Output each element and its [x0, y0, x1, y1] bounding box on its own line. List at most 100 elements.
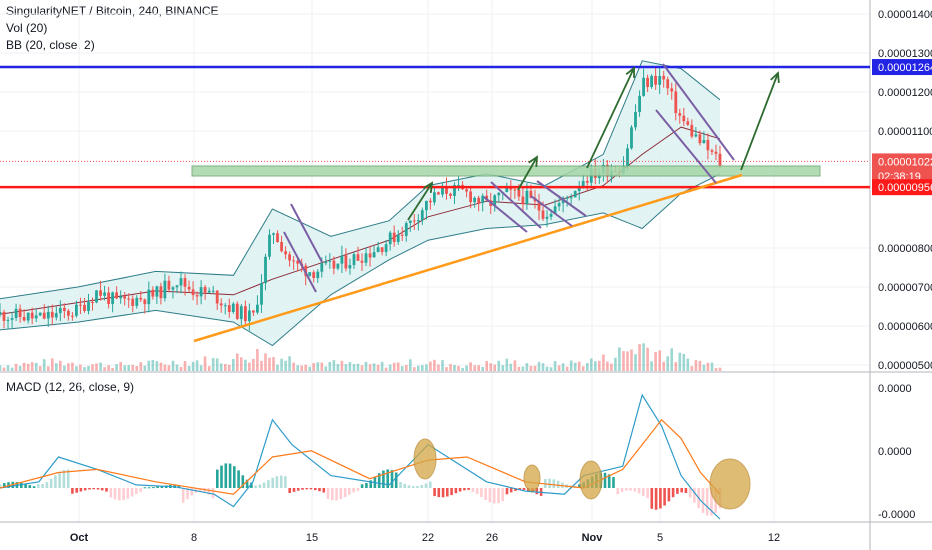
volume-bar	[417, 365, 420, 371]
macd-histogram-bar	[20, 482, 23, 488]
volume-bar	[400, 366, 404, 371]
candle-body	[360, 260, 364, 263]
macd-histogram-bar	[203, 488, 206, 493]
volume-bar	[6, 365, 10, 371]
candle-body	[376, 247, 380, 253]
candle-body	[159, 286, 163, 299]
macd-histogram-bar	[314, 488, 317, 491]
candle-body	[400, 234, 404, 236]
macd-histogram-bar	[79, 488, 83, 492]
macd-histogram-bar	[663, 488, 666, 506]
price-tick-label: 0.00000600	[878, 321, 932, 333]
volume-bar	[87, 365, 90, 371]
macd-histogram-bar	[492, 488, 496, 504]
time-tick-label: 5	[657, 532, 663, 544]
macd-histogram-bar	[181, 488, 185, 503]
candle-body	[171, 287, 175, 290]
macd-histogram-bar	[394, 472, 398, 488]
candle-body	[272, 233, 275, 235]
volume-bar	[513, 360, 517, 371]
candle-body	[18, 308, 22, 317]
channel-line-2	[530, 195, 573, 227]
macd-histogram-bar	[578, 484, 581, 488]
macd-histogram-bar	[505, 488, 509, 495]
candle-body	[497, 192, 501, 196]
macd-histogram-bar	[441, 488, 445, 498]
macd-histogram-bar	[360, 484, 364, 488]
candle-body	[626, 148, 629, 166]
volume-bar	[83, 367, 86, 371]
volume-bar	[187, 365, 191, 371]
macd-histogram-bar	[75, 488, 78, 493]
volume-bar	[91, 364, 94, 371]
volume-bar	[0, 365, 2, 371]
macd-histogram-bar	[37, 484, 40, 488]
volume-bar	[2, 367, 6, 371]
volume-bar	[686, 358, 690, 371]
candle-body	[690, 124, 694, 137]
volume-bar	[236, 353, 239, 371]
candle-body	[521, 196, 525, 205]
candle-body	[2, 312, 6, 321]
candle-body	[26, 312, 30, 321]
volume-bar	[457, 365, 460, 371]
volume-bar	[219, 363, 223, 371]
macd-histogram-bar	[556, 480, 560, 488]
volume-bar	[252, 358, 255, 371]
candle-body	[119, 296, 123, 299]
volume-bar	[199, 365, 203, 371]
macd-histogram-bar	[250, 482, 253, 488]
volume-bar	[316, 362, 320, 371]
volume-bar	[268, 357, 271, 371]
volume-bar	[139, 362, 143, 371]
candle-body	[235, 303, 239, 319]
volume-bar	[405, 365, 408, 371]
candle-body	[207, 290, 211, 293]
macd-histogram-bar	[41, 484, 44, 488]
candle-body	[529, 190, 533, 198]
volume-bar	[292, 362, 295, 371]
volume-bar	[183, 361, 187, 371]
support-zone	[191, 165, 821, 177]
candle-body	[276, 233, 279, 242]
volume-bar	[425, 364, 428, 371]
candle-body	[324, 261, 328, 264]
volume-bar	[594, 361, 597, 371]
bb-fill	[0, 60, 720, 346]
macd-histogram-bar	[475, 488, 479, 495]
volume-bar	[714, 368, 718, 371]
candle-body	[135, 297, 139, 306]
candle-body	[30, 312, 34, 319]
macd-histogram-bar	[642, 488, 645, 496]
macd-histogram-bar	[620, 488, 624, 493]
macd-histogram-bar	[501, 488, 504, 502]
volume-bar	[569, 360, 573, 371]
volume-bar	[171, 360, 175, 371]
volume-bar	[14, 363, 18, 371]
macd-histogram-bar	[237, 470, 240, 488]
macd-histogram-bar	[24, 483, 27, 488]
macd-histogram-bar	[220, 465, 223, 488]
candle-body	[666, 79, 670, 89]
volume-bar	[525, 363, 529, 371]
candle-body	[131, 298, 135, 306]
macd-histogram-bar	[688, 488, 692, 498]
candle-body	[646, 77, 649, 87]
candle-body	[147, 289, 151, 305]
volume-bar	[179, 367, 183, 371]
candle-body	[441, 186, 444, 195]
macd-legend: MACD (12, 26, close, 9)	[6, 380, 135, 394]
macd-histogram-bar	[318, 488, 321, 492]
volume-bar	[626, 351, 629, 371]
volume-bar	[489, 363, 492, 371]
macd-histogram-bar	[429, 481, 432, 488]
volume-bar	[586, 363, 589, 371]
volume-bar	[590, 358, 593, 371]
macd-histogram-bar	[71, 488, 74, 494]
volume-bar	[38, 366, 42, 371]
price-tick-label: 0.00001100	[878, 126, 932, 138]
volume-bar	[445, 367, 448, 371]
macd-histogram-bar	[386, 469, 389, 488]
candle-body	[678, 113, 682, 116]
